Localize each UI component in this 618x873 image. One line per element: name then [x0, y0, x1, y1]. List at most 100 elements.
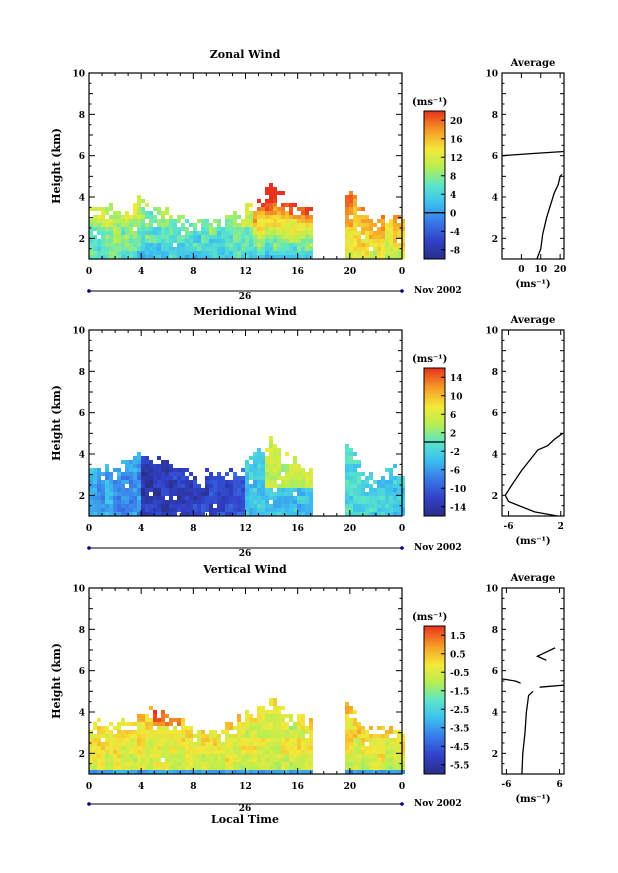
field-cell: [381, 734, 385, 738]
field-cell: [397, 492, 401, 496]
field-cell: [277, 215, 281, 219]
field-cell: [141, 464, 145, 468]
field-cell: [89, 766, 93, 770]
field-cell: [269, 456, 273, 460]
field-cell: [145, 722, 149, 726]
field-cell: [305, 746, 309, 750]
field-cell: [169, 215, 173, 219]
field-cell: [173, 227, 177, 231]
field-cell: [257, 754, 261, 758]
field-cell: [297, 227, 301, 231]
field-cell: [389, 484, 393, 488]
field-cell: [225, 730, 229, 734]
field-cell: [261, 484, 265, 488]
field-cell: [345, 472, 349, 476]
field-cell: [393, 496, 397, 500]
field-cell: [121, 227, 125, 231]
field-cell: [309, 243, 313, 247]
field-cell: [385, 255, 389, 259]
field-cell: [197, 251, 201, 255]
field-cell: [185, 500, 189, 504]
field-cell: [309, 227, 313, 231]
field-cell: [309, 247, 313, 251]
field-cell: [137, 714, 141, 718]
field-cell: [377, 754, 381, 758]
field-cell: [165, 476, 169, 480]
field-cell: [305, 235, 309, 239]
field-cell: [193, 746, 197, 750]
field-cell: [277, 235, 281, 239]
field-cell: [105, 476, 109, 480]
field-cell: [361, 231, 365, 235]
field-cell: [193, 492, 197, 496]
field-cell: [177, 235, 181, 239]
field-cell: [261, 504, 265, 508]
field-cell: [305, 504, 309, 508]
field-cell: [353, 508, 357, 512]
field-cell: [265, 243, 269, 247]
field-cell: [149, 255, 153, 259]
field-cell: [385, 231, 389, 235]
field-cell: [149, 488, 153, 492]
field-cell: [245, 734, 249, 738]
y-axis-title: Height (km): [50, 385, 63, 461]
field-cell: [105, 472, 109, 476]
field-cell: [125, 460, 129, 464]
field-cell: [101, 758, 105, 762]
field-cell: [369, 219, 373, 223]
field-cell: [225, 754, 229, 758]
field-cell: [273, 215, 277, 219]
field-cell: [217, 484, 221, 488]
field-cell: [105, 239, 109, 243]
field-cell: [265, 239, 269, 243]
field-cell: [353, 476, 357, 480]
field-cell: [229, 754, 233, 758]
field-cell: [389, 231, 393, 235]
field-cell: [401, 762, 405, 766]
field-cell: [293, 223, 297, 227]
field-cell: [237, 251, 241, 255]
field-cell: [233, 227, 237, 231]
field-cell: [301, 508, 305, 512]
field-cell: [141, 480, 145, 484]
field-cell: [209, 730, 213, 734]
field-cell: [109, 770, 113, 774]
field-cell: [265, 770, 269, 774]
field-cell: [205, 496, 209, 500]
day-label: 26: [239, 549, 252, 559]
colorbar-tick-label: -6: [450, 466, 460, 476]
field-cell: [121, 508, 125, 512]
field-cell: [369, 492, 373, 496]
field-cell: [133, 468, 137, 472]
field-cell: [297, 472, 301, 476]
x-tick-label: 20: [344, 782, 357, 792]
field-cell: [389, 766, 393, 770]
field-cell: [149, 480, 153, 484]
field-cell: [273, 448, 277, 452]
field-cell: [245, 207, 249, 211]
field-cell: [93, 500, 97, 504]
field-cell: [289, 215, 293, 219]
field-cell: [241, 231, 245, 235]
field-cell: [161, 726, 165, 730]
field-cell: [269, 758, 273, 762]
field-cell: [169, 251, 173, 255]
field-cell: [177, 500, 181, 504]
field-cell: [269, 191, 273, 195]
field-cell: [357, 742, 361, 746]
field-cell: [181, 235, 185, 239]
field-cell: [353, 207, 357, 211]
field-cell: [249, 223, 253, 227]
field-cell: [145, 215, 149, 219]
field-cell: [241, 227, 245, 231]
field-cell: [361, 746, 365, 750]
field-cell: [197, 488, 201, 492]
field-cell: [201, 758, 205, 762]
field-cell: [301, 235, 305, 239]
field-cell: [281, 504, 285, 508]
field-cell: [301, 718, 305, 722]
field-cell: [253, 758, 257, 762]
field-cell: [349, 247, 353, 251]
field-cell: [117, 247, 121, 251]
field-cell: [137, 766, 141, 770]
